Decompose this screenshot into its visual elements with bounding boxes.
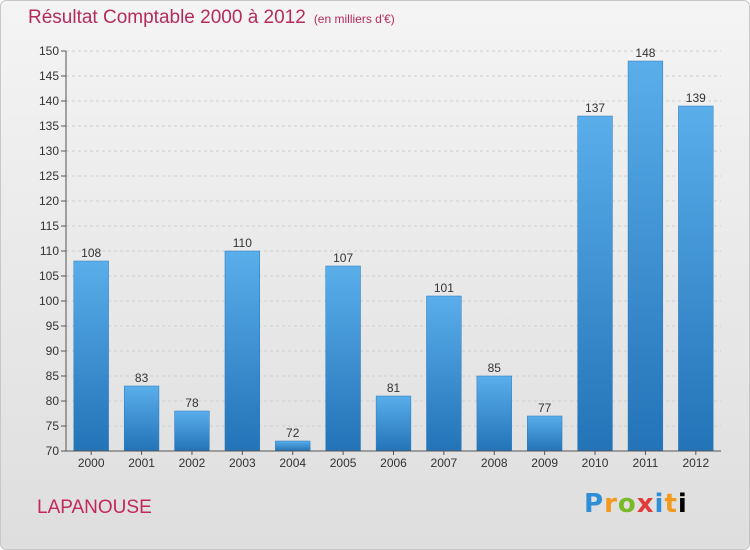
x-tick-label-2008: 2008 (481, 456, 508, 470)
bar-2007 (426, 295, 462, 452)
value-label-2008: 85 (488, 361, 502, 375)
x-tick-label-2009: 2009 (531, 456, 558, 470)
brand-logo: Proxiti (584, 489, 688, 519)
chart-title-text: Résultat Comptable 2000 à 2012 (28, 7, 306, 28)
x-axis: 2000 2001 2002 2003 2004 2005 2006 2007 2008 2009… (66, 450, 721, 470)
value-label-2001: 83 (135, 371, 149, 385)
value-label-2006: 81 (387, 381, 401, 395)
brand-letter: o (617, 489, 637, 519)
y-tick-label: 130 (39, 144, 59, 158)
value-label-2003: 110 (233, 236, 252, 250)
value-label-2004: 72 (286, 426, 300, 440)
y-tick-label: 145 (39, 69, 59, 83)
x-tick-label-2000: 2000 (78, 456, 105, 470)
y-tick-label: 85 (46, 369, 60, 383)
y-tick-label: 115 (40, 219, 59, 233)
value-label-2000: 108 (81, 246, 101, 260)
brand-letter: i (654, 489, 665, 519)
bar-2002 (174, 410, 210, 452)
value-label-2011: 148 (635, 46, 655, 60)
chart-subtitle: (en milliers d'€) (313, 12, 395, 26)
y-tick-label: 140 (39, 94, 59, 108)
y-tick-label: 150 (39, 44, 59, 58)
commune-name: LAPANOUSE (37, 497, 152, 518)
x-tick-label-2003: 2003 (229, 456, 256, 470)
y-tick-label: 105 (39, 269, 59, 283)
x-tick-label-2001: 2001 (128, 456, 155, 470)
bar-2004 (275, 440, 311, 452)
chart-title: Résultat Comptable 2000 à 2012 (en millie… (28, 7, 395, 29)
bar-2001 (123, 385, 160, 452)
value-label-2002: 78 (185, 396, 199, 410)
y-tick-label: 80 (46, 394, 60, 408)
bar-2005 (325, 265, 361, 452)
y-tick-label: 100 (39, 294, 59, 308)
bar-2003 (224, 250, 260, 452)
y-tick-label: 75 (46, 419, 60, 433)
x-tick-label-2004: 2004 (279, 456, 306, 470)
x-tick-label-2011: 2011 (633, 456, 659, 470)
bar-2012 (678, 105, 714, 452)
x-tick-label-2006: 2006 (380, 456, 407, 470)
y-tick-label: 90 (46, 344, 60, 358)
y-tick-label: 95 (46, 319, 60, 333)
bar-2006 (375, 395, 412, 452)
bar-2010 (577, 115, 613, 452)
value-label-2007: 101 (434, 281, 454, 295)
value-label-2009: 77 (538, 401, 552, 415)
x-tick-label-2005: 2005 (330, 456, 357, 470)
y-tick-label: 120 (39, 194, 59, 208)
y-axis: 70 75 80 85 90 95 100 105 110 115 120 125 130 135 140 1… (39, 44, 67, 458)
y-tick-label: 135 (39, 119, 59, 133)
y-tick-label: 110 (40, 244, 59, 258)
y-tick-label: 70 (46, 444, 60, 458)
x-tick-label-2002: 2002 (179, 456, 206, 470)
brand-letter: t (664, 489, 678, 519)
bar-2009 (527, 415, 563, 452)
brand-letter: i (677, 489, 688, 519)
x-tick-label-2007: 2007 (431, 456, 458, 470)
value-label-2005: 107 (333, 251, 353, 265)
value-label-2010: 137 (585, 101, 605, 115)
bar-2011 (627, 60, 664, 452)
y-tick-label: 125 (39, 169, 59, 183)
brand-letter: r (604, 489, 618, 519)
bar-2000 (73, 260, 109, 452)
x-tick-label-2012: 2012 (682, 456, 709, 470)
value-label-2012: 139 (686, 91, 706, 105)
bars: 108 83 78 110 72 107 81 101 85 77 137 148 139 (73, 46, 714, 452)
x-tick-label-2010: 2010 (582, 456, 609, 470)
bar-2008 (476, 375, 512, 452)
brand-letter: P (584, 489, 605, 519)
brand-letter: x (636, 489, 655, 519)
